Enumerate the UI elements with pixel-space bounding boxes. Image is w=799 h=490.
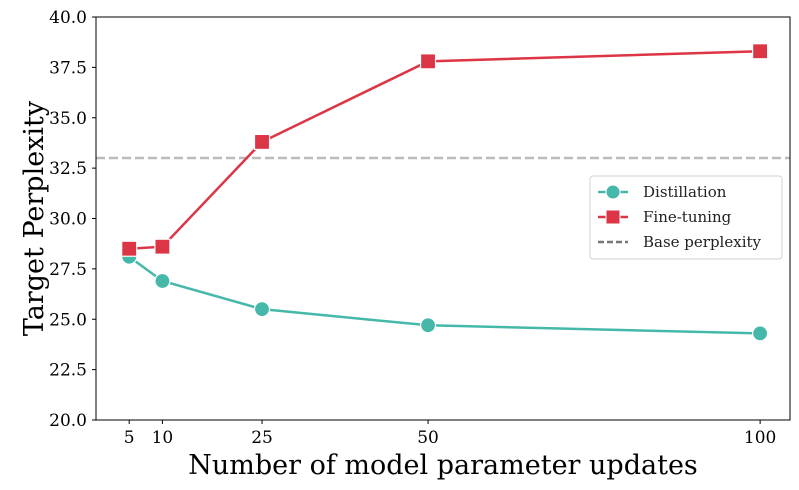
legend-marker: [605, 184, 621, 200]
y-tick-label: 35.0: [49, 109, 87, 129]
y-tick-label: 37.5: [49, 58, 87, 78]
legend-marker: [605, 209, 621, 225]
y-axis-title: Target Perplexity: [19, 100, 50, 336]
x-tick-label: 100: [744, 428, 776, 448]
y-tick-label: 32.5: [49, 159, 87, 179]
y-tick-label: 25.0: [49, 310, 87, 330]
legend-label: Distillation: [643, 183, 727, 201]
data-point: [253, 301, 271, 318]
x-tick-label: 10: [152, 428, 174, 448]
data-point: [121, 240, 138, 257]
data-point: [419, 53, 437, 70]
legend: Distillation Fine-tuning Base perplexity: [589, 175, 783, 260]
y-tick-label: 22.5: [49, 361, 87, 381]
series-line-distillation: [128, 255, 761, 335]
legend-label: Base perplexity: [643, 233, 762, 251]
data-point: [419, 317, 437, 334]
legend-box: [589, 175, 783, 260]
y-tick-label: 30.0: [49, 210, 87, 230]
data-point: [253, 133, 271, 151]
y-tick-label: 40.0: [49, 8, 87, 28]
series-layer: [121, 43, 769, 342]
x-tick-label: 50: [417, 428, 439, 448]
x-axis: 5 10 25 50 100: [124, 420, 776, 448]
x-tick-label: 5: [124, 428, 135, 448]
legend-label: Fine-tuning: [643, 208, 732, 226]
y-axis: 20.0 22.5 25.0 27.5 30.0 32.5 35.0 37.5 40.0: [49, 8, 96, 431]
y-tick-label: 27.5: [49, 260, 87, 280]
x-axis-title: Number of model parameter updates: [188, 450, 698, 481]
data-point: [154, 272, 171, 290]
data-point: [752, 43, 769, 60]
y-tick-label: 20.0: [49, 411, 87, 431]
data-point: [752, 325, 769, 342]
data-point: [154, 238, 171, 255]
x-tick-label: 25: [251, 428, 273, 448]
